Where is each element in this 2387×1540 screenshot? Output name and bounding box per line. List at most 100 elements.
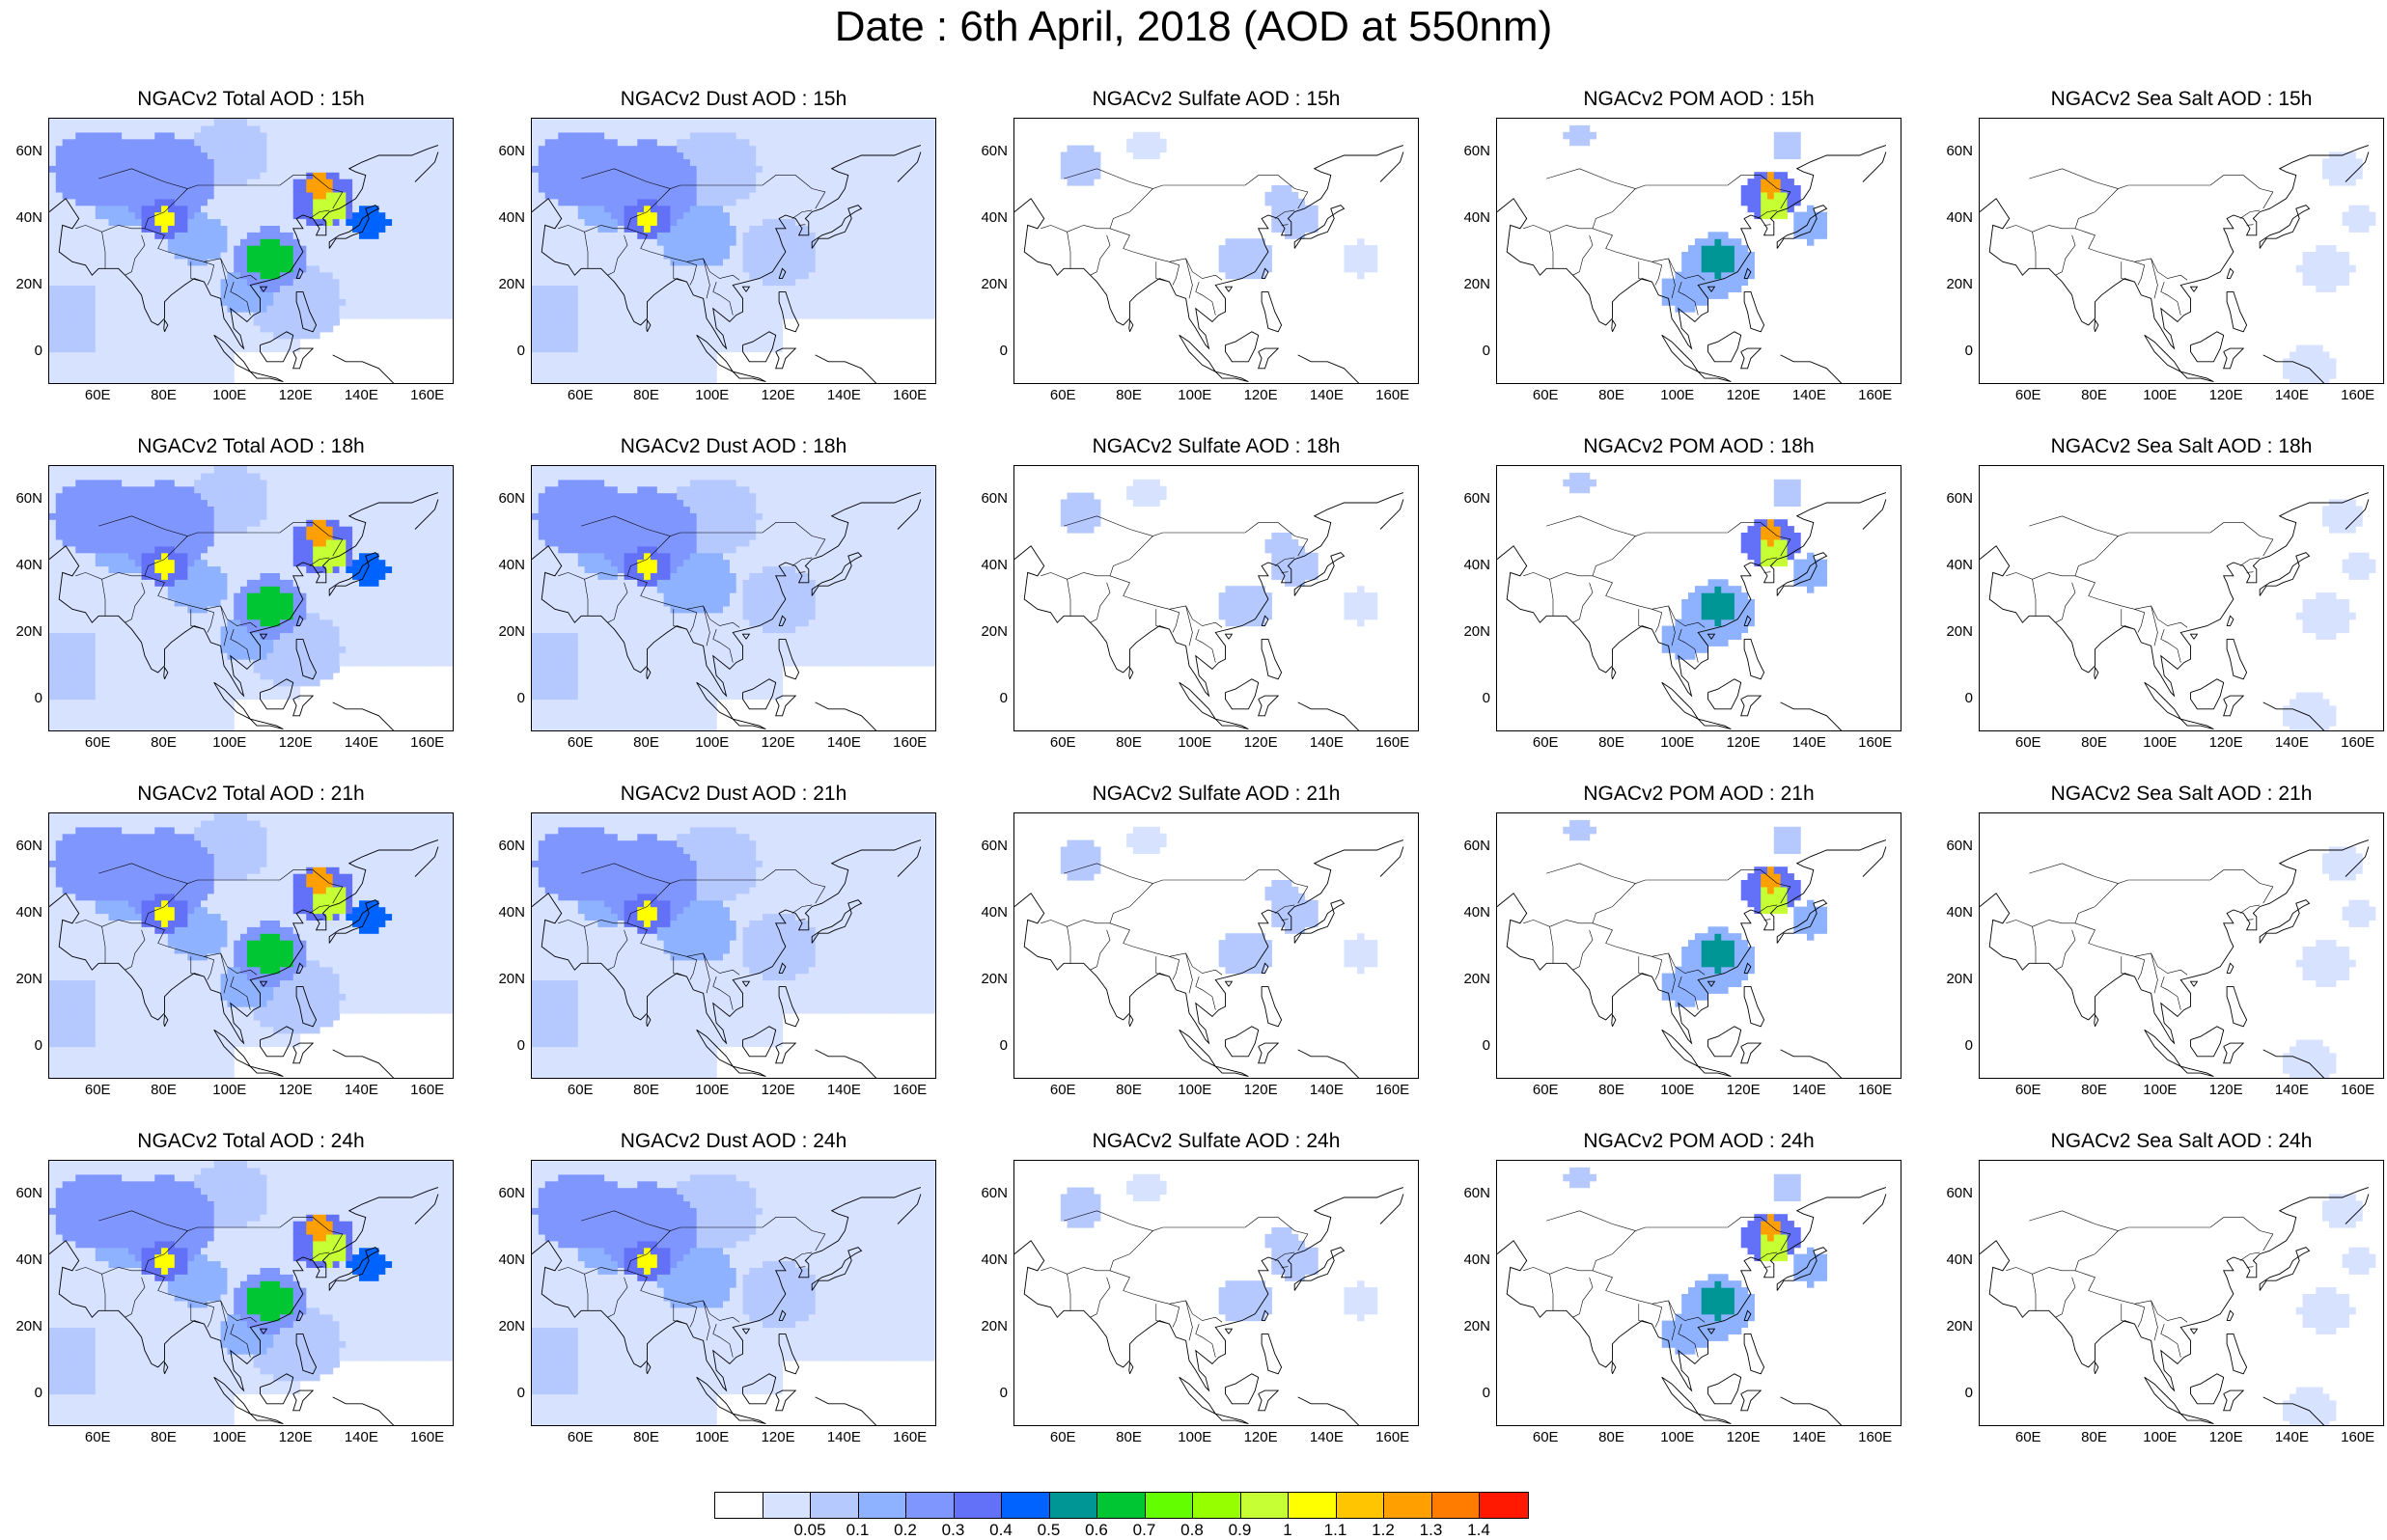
aod-cell	[795, 291, 803, 299]
coastline	[1379, 151, 1404, 182]
aod-cell	[683, 165, 691, 173]
aod-cell	[1740, 278, 1749, 287]
aod-cell	[108, 378, 116, 383]
aod-cell	[637, 258, 645, 266]
aod-cell	[736, 191, 744, 200]
aod-cell	[273, 245, 281, 253]
aod-cell	[213, 211, 222, 220]
aod-cell	[174, 312, 182, 319]
aod-cell	[425, 191, 432, 200]
aod-cell	[167, 331, 176, 340]
aod-cell	[89, 131, 97, 140]
aod-cell	[703, 331, 710, 340]
aod-cell	[538, 371, 546, 379]
aod-cell	[451, 245, 453, 253]
aod-cell	[789, 151, 796, 159]
aod-cell	[854, 124, 862, 133]
aod-cell	[544, 191, 553, 200]
aod-cell	[148, 205, 155, 213]
aod-cell	[604, 344, 612, 353]
aod-cell	[1357, 252, 1365, 260]
aod-cell	[306, 179, 314, 186]
aod-cell	[538, 179, 546, 186]
aod-cell	[763, 252, 770, 260]
aod-cell	[677, 271, 684, 280]
aod-cell	[789, 285, 796, 292]
aod-cell	[253, 119, 262, 126]
aod-cell	[115, 252, 123, 260]
aod-cell	[795, 172, 803, 179]
aod-cell	[597, 232, 605, 239]
aod-cell	[927, 218, 935, 226]
aod-cell	[234, 151, 241, 159]
coastline	[49, 145, 439, 350]
aod-cell	[775, 145, 784, 153]
aod-cell	[808, 258, 817, 266]
aod-cell	[1694, 285, 1703, 292]
coastline	[732, 371, 766, 383]
aod-cell	[220, 145, 228, 153]
aod-cell	[75, 205, 83, 213]
aod-cell	[75, 252, 83, 260]
aod-cell	[861, 305, 869, 313]
aod-cell	[716, 252, 724, 260]
aod-cell	[299, 191, 307, 200]
aod-cell	[292, 145, 301, 153]
aod-cell	[207, 245, 215, 253]
aod-cell	[82, 378, 90, 383]
aod-cell	[756, 305, 763, 313]
aod-cell	[227, 371, 235, 379]
aod-cell	[597, 371, 605, 379]
aod-cell	[775, 179, 784, 186]
aod-cell	[729, 344, 737, 353]
aod-cell	[69, 358, 76, 366]
aod-cell	[821, 211, 829, 220]
aod-cell	[69, 211, 76, 220]
aod-cell	[854, 198, 862, 206]
lon-tick-label: 140E	[1302, 388, 1350, 403]
aod-cell	[313, 218, 320, 226]
aod-cell	[670, 324, 678, 333]
lat-tick-label: 40N	[1448, 209, 1490, 226]
aod-cell	[842, 245, 849, 253]
aod-cell	[604, 211, 612, 220]
aod-cell	[201, 179, 208, 186]
aod-cell	[378, 211, 386, 220]
aod-cell	[802, 298, 810, 306]
aod-cell	[69, 119, 76, 126]
aod-cell	[795, 252, 803, 260]
aod-cell	[847, 191, 856, 200]
aod-cell	[220, 172, 228, 179]
aod-cell	[325, 165, 334, 173]
aod-cell	[201, 238, 208, 246]
aod-cell	[399, 258, 406, 266]
aod-cell	[532, 298, 540, 306]
aod-cell	[346, 185, 353, 193]
aod-cell	[404, 258, 413, 266]
country-border	[1612, 188, 1636, 212]
aod-cell	[148, 252, 155, 260]
aod-cell	[736, 258, 744, 266]
aod-cell	[89, 138, 97, 147]
aod-cell	[558, 331, 566, 340]
aod-cell	[677, 131, 684, 140]
aod-cell	[392, 124, 400, 133]
aod-cell	[795, 305, 803, 313]
aod-cell	[89, 298, 97, 306]
aod-cell	[1714, 238, 1722, 246]
aod-cell	[306, 285, 314, 292]
aod-cell	[597, 278, 605, 287]
aod-cell	[815, 124, 823, 133]
aod-cell	[141, 232, 149, 239]
aod-cell	[418, 225, 426, 233]
aod-cell	[194, 225, 202, 233]
aod-cell	[286, 179, 294, 186]
aod-cell	[611, 151, 619, 159]
aod-cell	[663, 278, 671, 287]
aod-cell	[920, 185, 929, 193]
aod-cell	[101, 271, 109, 280]
aod-cell	[1787, 205, 1794, 213]
aod-cell	[1707, 285, 1715, 292]
aod-cell	[749, 271, 757, 280]
aod-cell	[174, 324, 182, 333]
